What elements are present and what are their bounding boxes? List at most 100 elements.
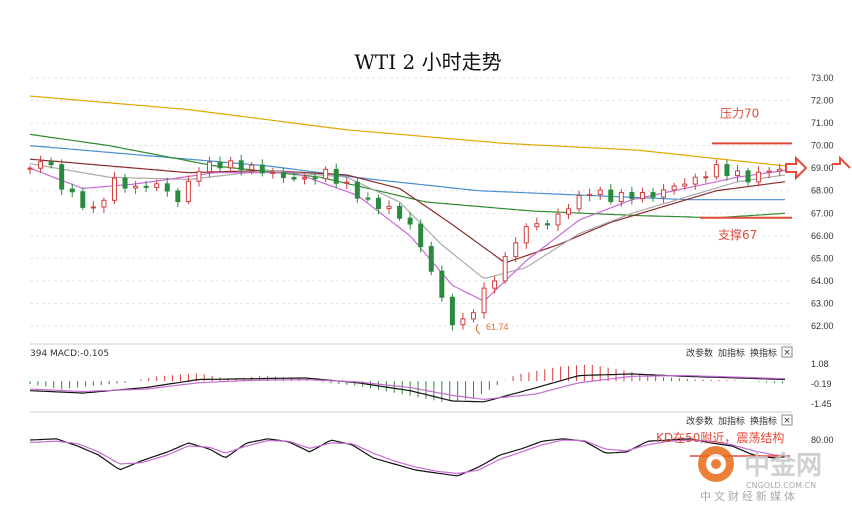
macd-lines bbox=[29, 373, 786, 403]
macd-switch-indicator-button[interactable]: 换指标 bbox=[750, 347, 777, 359]
kd-lines bbox=[29, 438, 786, 477]
kd-add-indicator-button[interactable]: 加指标 bbox=[718, 415, 745, 427]
candle-body bbox=[703, 176, 709, 179]
macd-add-indicator-button[interactable]: 加指标 bbox=[718, 347, 745, 359]
moving-average-line bbox=[29, 158, 786, 264]
candle-body bbox=[481, 287, 487, 314]
price-tick-label: 71.00 bbox=[811, 118, 834, 128]
candle-body bbox=[59, 164, 65, 190]
candle-body bbox=[69, 188, 75, 193]
candle-body bbox=[217, 161, 223, 169]
candle-body bbox=[639, 192, 645, 200]
candle-body bbox=[259, 164, 265, 174]
candle-body bbox=[418, 223, 424, 248]
candle-body bbox=[544, 223, 550, 226]
candle-body bbox=[766, 170, 772, 173]
candle-body bbox=[513, 242, 519, 258]
support-label: 支撑67 bbox=[718, 227, 757, 242]
candle-body bbox=[671, 185, 677, 191]
candle-body bbox=[587, 193, 593, 197]
candle-body bbox=[185, 180, 191, 203]
price-tick-label: 70.00 bbox=[811, 141, 834, 151]
candle-body bbox=[375, 197, 381, 210]
cngold-watermark: 中金网 CNGOLD.COM.CN 中文财经新媒体 bbox=[698, 446, 822, 503]
candle-body bbox=[682, 183, 688, 187]
price-tick-label: 73.00 bbox=[811, 73, 834, 83]
price-tick-label: 65.00 bbox=[811, 253, 834, 263]
candle-body bbox=[143, 185, 149, 188]
candle-body bbox=[270, 171, 276, 174]
candle-body bbox=[133, 185, 139, 189]
macd-axis: 1.08 -0.19 -1.45 bbox=[811, 359, 832, 409]
macd-close-icon: × bbox=[783, 348, 791, 358]
cngold-logo-icon bbox=[698, 446, 734, 482]
candle-body bbox=[111, 177, 117, 201]
macd-tick-label: -0.19 bbox=[811, 379, 832, 389]
kd-close-icon: × bbox=[783, 416, 791, 426]
candle-body bbox=[164, 183, 170, 192]
price-axis: 73.00 72.00 71.00 70.00 69.00 68.00 67.00 66.00… bbox=[811, 73, 834, 331]
candle-body bbox=[397, 205, 403, 219]
price-tick-label: 66.00 bbox=[811, 231, 834, 241]
price-tick-label: 72.00 bbox=[811, 96, 834, 106]
candle-body bbox=[228, 160, 234, 169]
candle-body bbox=[354, 181, 360, 199]
candle-body bbox=[407, 217, 413, 225]
candle-body bbox=[713, 164, 719, 178]
candle-body bbox=[365, 197, 371, 200]
moving-average-line bbox=[29, 145, 785, 201]
candle-body bbox=[555, 213, 561, 226]
candle-body bbox=[428, 246, 434, 272]
macd-tick-label: -1.45 bbox=[811, 399, 832, 409]
macd-signal-line bbox=[29, 373, 786, 403]
candle-body bbox=[756, 171, 762, 183]
candle-body bbox=[344, 181, 350, 184]
macd-signal-line bbox=[29, 375, 786, 400]
candle-body bbox=[238, 160, 244, 171]
kd-annotation: KD在50附近，震荡结构 bbox=[656, 430, 784, 445]
candle-body bbox=[576, 195, 582, 210]
moving-average-line bbox=[29, 133, 786, 219]
price-tick-label: 68.00 bbox=[811, 186, 834, 196]
candle-body bbox=[154, 183, 160, 188]
macd-change-params-button[interactable]: 改参数 bbox=[686, 347, 713, 359]
candle-body bbox=[523, 226, 529, 244]
candle-body bbox=[80, 191, 86, 208]
kd-change-params-button[interactable]: 改参数 bbox=[686, 415, 713, 427]
candle-body bbox=[502, 256, 508, 282]
candle-body bbox=[280, 171, 286, 179]
candle-body bbox=[597, 189, 603, 195]
macd-header: 394 MACD:-0.105 bbox=[30, 349, 109, 359]
candle-body bbox=[27, 167, 33, 170]
low-price-label: 61.74 bbox=[486, 322, 509, 332]
candle-body bbox=[175, 190, 181, 203]
candle-body bbox=[692, 176, 698, 185]
kd-close-button[interactable] bbox=[781, 414, 793, 426]
candle-body bbox=[470, 312, 476, 320]
candle-body bbox=[38, 161, 44, 169]
kd-axis: 80.00 bbox=[811, 435, 834, 445]
candle-body bbox=[492, 280, 498, 289]
candlesticks bbox=[27, 154, 783, 331]
candle-body bbox=[386, 205, 392, 210]
candle-body bbox=[661, 189, 667, 198]
watermark-domain: CNGOLD.COM.CN bbox=[746, 481, 816, 490]
candle-body bbox=[534, 223, 540, 228]
macd-close-button[interactable] bbox=[781, 346, 793, 358]
resistance-label: 压力70 bbox=[720, 106, 759, 120]
candle-body bbox=[629, 192, 635, 200]
kd-panel: 改参数 加指标 换指标 × 80.00 KD在50附近，震荡结构 bbox=[29, 414, 834, 477]
candle-body bbox=[122, 177, 128, 189]
candle-body bbox=[566, 208, 572, 215]
kd-switch-indicator-button[interactable]: 换指标 bbox=[750, 415, 777, 427]
candle-body bbox=[439, 270, 445, 298]
forecast-arrow-icon bbox=[785, 155, 851, 181]
moving-average-line bbox=[29, 95, 786, 167]
price-tick-label: 63.00 bbox=[811, 298, 834, 308]
candle-body bbox=[90, 206, 96, 209]
candle-body bbox=[312, 177, 318, 180]
watermark-brand: 中金网 bbox=[744, 450, 822, 481]
candle-body bbox=[460, 318, 466, 326]
macd-panel: 394 MACD:-0.105 改参数 加指标 换指标 × 1.08 -0.19 -… bbox=[29, 346, 832, 409]
